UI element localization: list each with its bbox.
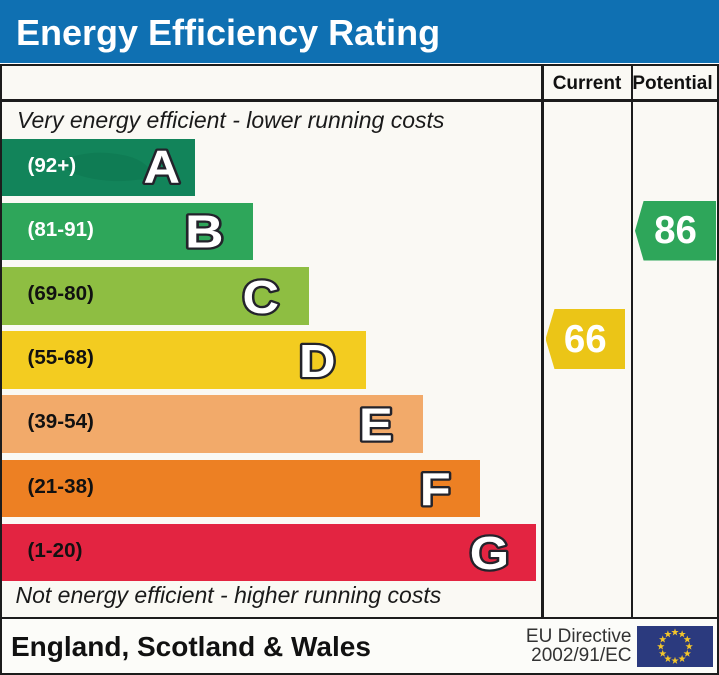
- svg-text:G: G: [470, 528, 509, 579]
- svg-text:C: C: [243, 272, 280, 323]
- svg-text:F: F: [420, 464, 451, 515]
- svg-text:A: A: [144, 142, 181, 193]
- svg-text:B: B: [185, 206, 224, 258]
- svg-text:D: D: [299, 336, 336, 387]
- svg-text:E: E: [359, 399, 393, 450]
